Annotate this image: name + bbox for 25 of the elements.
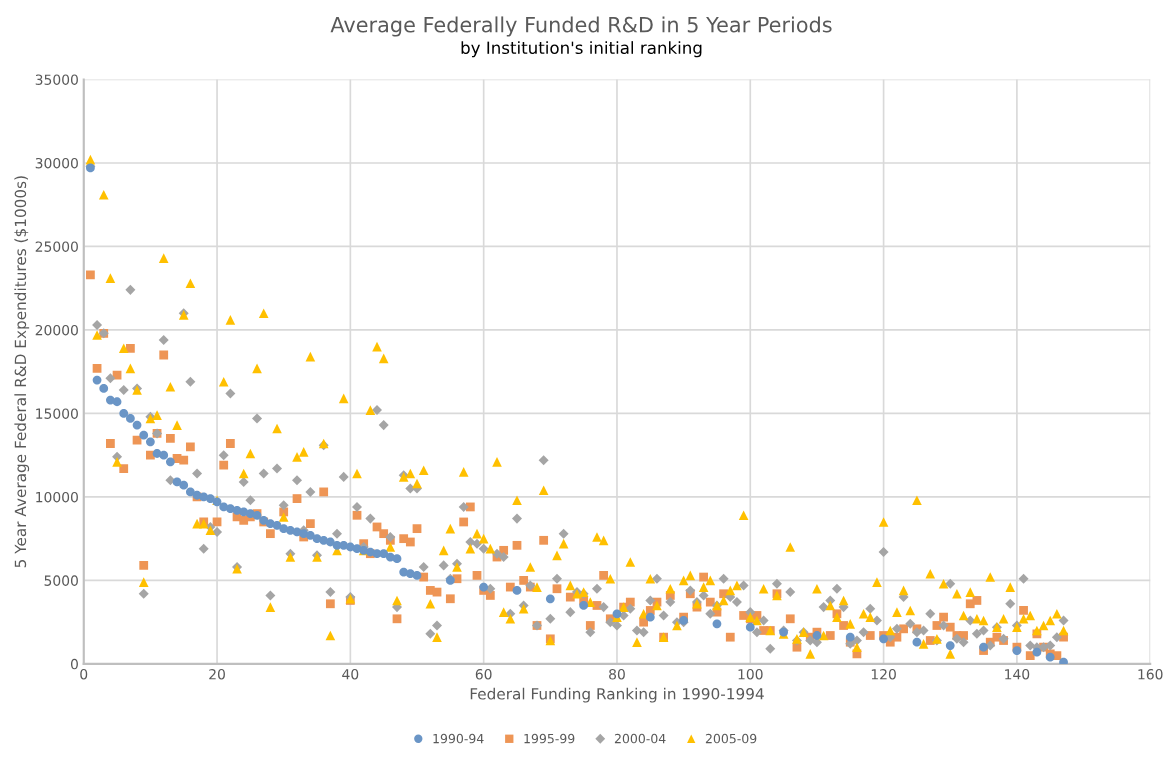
y-axis-title: 5 Year Average Federal R&D Expenditures ($1000s) (14, 176, 30, 568)
y-tick-label: 20000 (35, 324, 78, 336)
legend-label: 2000-04 (614, 733, 666, 744)
y-tick-label: 10000 (36, 491, 78, 503)
x-tick-label: 40 (342, 669, 359, 680)
x-tick-label: 120 (871, 669, 896, 680)
y-tick-label: 0 (70, 658, 78, 670)
chart-title: Average Federally Funded R&D in 5 Year Periods (330, 16, 832, 37)
x-tick-label: 100 (738, 669, 763, 680)
legend-label: 1990-94 (433, 733, 484, 744)
x-tick-label: 80 (609, 669, 625, 680)
x-tick-label: 20 (209, 669, 225, 680)
x-tick-label: 160 (1138, 669, 1163, 680)
y-tick-label: 5000 (44, 575, 78, 586)
y-tick-label: 35000 (35, 74, 78, 85)
x-tick-label: 0 (80, 669, 88, 680)
y-tick-label: 15000 (36, 408, 78, 419)
y-tick-label: 30000 (35, 157, 78, 169)
x-axis-title: Federal Funding Ranking in 1990-1994 (470, 687, 764, 703)
x-tick-label: 60 (475, 669, 492, 680)
y-tick-label: 25000 (35, 241, 78, 252)
legend-label: 2005-09 (705, 733, 757, 744)
x-tick-label: 140 (1005, 669, 1030, 680)
chart-subtitle: by Institution's initial ranking (461, 41, 702, 58)
legend-label: 1995-99 (524, 733, 575, 744)
